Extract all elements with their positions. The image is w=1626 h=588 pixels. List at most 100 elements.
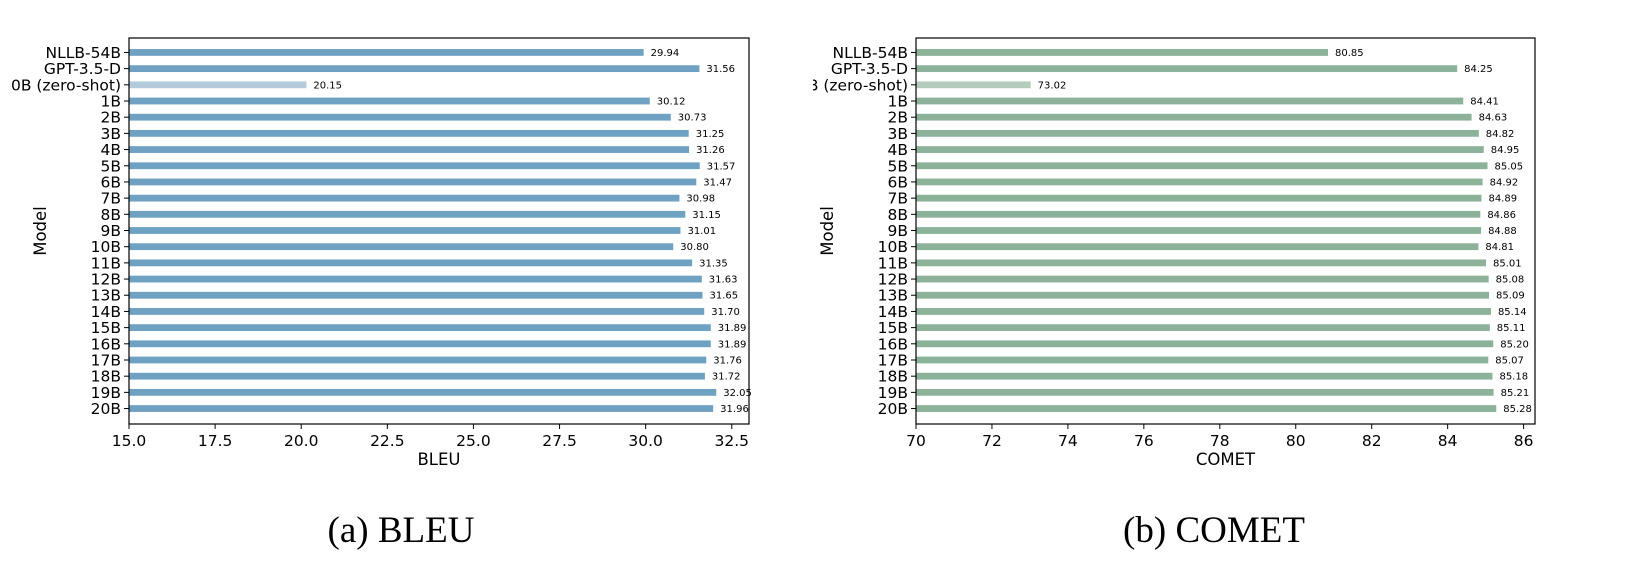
comet-value-label-14: 85.08 bbox=[1496, 275, 1525, 286]
bleu-bar-20 bbox=[129, 372, 705, 380]
bleu-category-label-0: NLLB-54B bbox=[46, 44, 121, 62]
bleu-value-label-3: 30.12 bbox=[657, 97, 686, 108]
bleu-category-label-14: 12B bbox=[91, 271, 121, 289]
bleu-category-label-4: 2B bbox=[101, 109, 122, 127]
comet-xtick-label-1: 72 bbox=[982, 432, 1002, 450]
comet-bar-4 bbox=[916, 113, 1472, 121]
bleu-category-label-11: 9B bbox=[101, 222, 122, 240]
comet-category-label-15: 13B bbox=[878, 287, 908, 305]
bleu-category-label-15: 13B bbox=[91, 287, 121, 305]
bleu-bar-15 bbox=[129, 291, 703, 299]
bleu-bar-2 bbox=[129, 81, 307, 89]
comet-value-label-9: 84.89 bbox=[1488, 194, 1517, 205]
bleu-category-label-21: 19B bbox=[91, 384, 121, 402]
bleu-value-label-2: 20.15 bbox=[313, 80, 342, 91]
bleu-value-label-19: 31.76 bbox=[713, 355, 742, 366]
bleu-bar-1 bbox=[129, 65, 700, 73]
bleu-value-label-4: 30.73 bbox=[678, 113, 707, 124]
bleu-value-label-10: 31.15 bbox=[692, 210, 721, 221]
comet-category-label-2: 0B (zero-shot) bbox=[813, 76, 908, 94]
bleu-category-label-13: 11B bbox=[91, 254, 121, 272]
bleu-category-label-3: 1B bbox=[101, 93, 122, 111]
comet-value-label-5: 84.82 bbox=[1486, 129, 1515, 140]
bleu-bar-7 bbox=[129, 162, 700, 170]
comet-category-label-10: 8B bbox=[888, 206, 909, 224]
comet-bar-19 bbox=[916, 356, 1489, 364]
comet-category-label-0: NLLB-54B bbox=[833, 44, 908, 62]
comet-value-label-20: 85.18 bbox=[1499, 372, 1528, 383]
bleu-value-label-16: 31.70 bbox=[711, 307, 740, 318]
bleu-category-label-9: 7B bbox=[101, 190, 122, 208]
bleu-bar-8 bbox=[129, 178, 697, 186]
comet-plot-frame bbox=[915, 37, 1536, 425]
bleu-category-label-16: 14B bbox=[91, 303, 121, 321]
comet-bar-3 bbox=[916, 97, 1464, 105]
bleu-bar-10 bbox=[129, 210, 686, 218]
comet-bar-1 bbox=[916, 65, 1458, 73]
comet-category-label-13: 11B bbox=[878, 254, 908, 272]
bleu-category-label-10: 8B bbox=[101, 206, 122, 224]
bleu-bar-13 bbox=[129, 259, 693, 267]
comet-category-label-18: 16B bbox=[878, 335, 908, 353]
comet-bar-6 bbox=[916, 146, 1484, 153]
comet-category-label-20: 18B bbox=[878, 368, 908, 386]
comet-category-label-1: GPT-3.5-D bbox=[831, 60, 908, 78]
comet-bar-10 bbox=[916, 210, 1481, 218]
comet-bar-11 bbox=[916, 227, 1482, 234]
comet-xtick-label-7: 84 bbox=[1438, 432, 1458, 450]
bleu-bar-16 bbox=[129, 308, 705, 315]
comet-value-label-22: 85.28 bbox=[1503, 404, 1532, 415]
comet-bar-15 bbox=[916, 291, 1490, 299]
comet-value-label-6: 84.95 bbox=[1491, 145, 1520, 156]
bleu-value-label-22: 31.96 bbox=[720, 404, 749, 415]
bleu-y-axis-title: Model bbox=[31, 206, 50, 256]
comet-bar-2 bbox=[916, 81, 1031, 89]
comet-bar-20 bbox=[916, 372, 1493, 380]
bleu-bar-3 bbox=[129, 97, 650, 105]
bleu-xtick-label-1: 17.5 bbox=[198, 432, 233, 450]
bleu-xtick-label-6: 30.0 bbox=[628, 432, 663, 450]
comet-bar-22 bbox=[916, 405, 1497, 412]
bleu-category-label-17: 15B bbox=[91, 319, 121, 337]
comet-xtick-label-6: 82 bbox=[1362, 432, 1382, 450]
bleu-value-label-20: 31.72 bbox=[712, 372, 741, 383]
comet-xtick-label-0: 70 bbox=[906, 432, 926, 450]
comet-bar-12 bbox=[916, 243, 1479, 251]
comet-value-label-19: 85.07 bbox=[1495, 355, 1524, 366]
comet-category-label-17: 15B bbox=[878, 319, 908, 337]
comet-bar-18 bbox=[916, 340, 1494, 348]
bleu-category-label-2: 0B (zero-shot) bbox=[11, 76, 121, 94]
comet-value-label-8: 84.92 bbox=[1490, 177, 1519, 188]
comet-category-label-14: 12B bbox=[878, 271, 908, 289]
comet-xtick-label-4: 78 bbox=[1210, 432, 1230, 450]
bleu-plot-frame bbox=[128, 37, 750, 425]
bleu-bar-18 bbox=[129, 340, 711, 348]
bleu-category-label-20: 18B bbox=[91, 368, 121, 386]
comet-bar-0 bbox=[916, 49, 1329, 56]
bleu-value-label-15: 31.65 bbox=[710, 291, 739, 302]
bleu-xtick-label-5: 27.5 bbox=[542, 432, 577, 450]
bleu-bar-12 bbox=[129, 243, 674, 251]
comet-value-label-12: 84.81 bbox=[1485, 242, 1514, 253]
bleu-value-label-0: 29.94 bbox=[651, 48, 680, 59]
comet-category-label-6: 4B bbox=[888, 141, 909, 159]
bleu-category-label-6: 4B bbox=[101, 141, 122, 159]
comet-value-label-4: 84.63 bbox=[1479, 113, 1508, 124]
comet-bar-13 bbox=[916, 259, 1487, 267]
bleu-bar-5 bbox=[129, 129, 689, 137]
comet-value-label-13: 85.01 bbox=[1493, 258, 1522, 269]
bleu-value-label-13: 31.35 bbox=[699, 258, 728, 269]
bleu-value-label-6: 31.26 bbox=[696, 145, 725, 156]
comet-category-label-19: 17B bbox=[878, 351, 908, 369]
bleu-bar-0 bbox=[129, 49, 644, 56]
comet-category-label-4: 2B bbox=[888, 109, 909, 127]
bleu-x-axis-title: BLEU bbox=[417, 450, 460, 469]
comet-category-label-3: 1B bbox=[888, 93, 909, 111]
comet-bar-9 bbox=[916, 194, 1482, 202]
bleu-bar-21 bbox=[129, 388, 717, 396]
comet-value-label-0: 80.85 bbox=[1335, 48, 1364, 59]
comet-category-label-22: 20B bbox=[878, 400, 908, 418]
comet-category-label-5: 3B bbox=[888, 125, 909, 143]
comet-value-label-18: 85.20 bbox=[1500, 339, 1529, 350]
bleu-category-label-18: 16B bbox=[91, 335, 121, 353]
